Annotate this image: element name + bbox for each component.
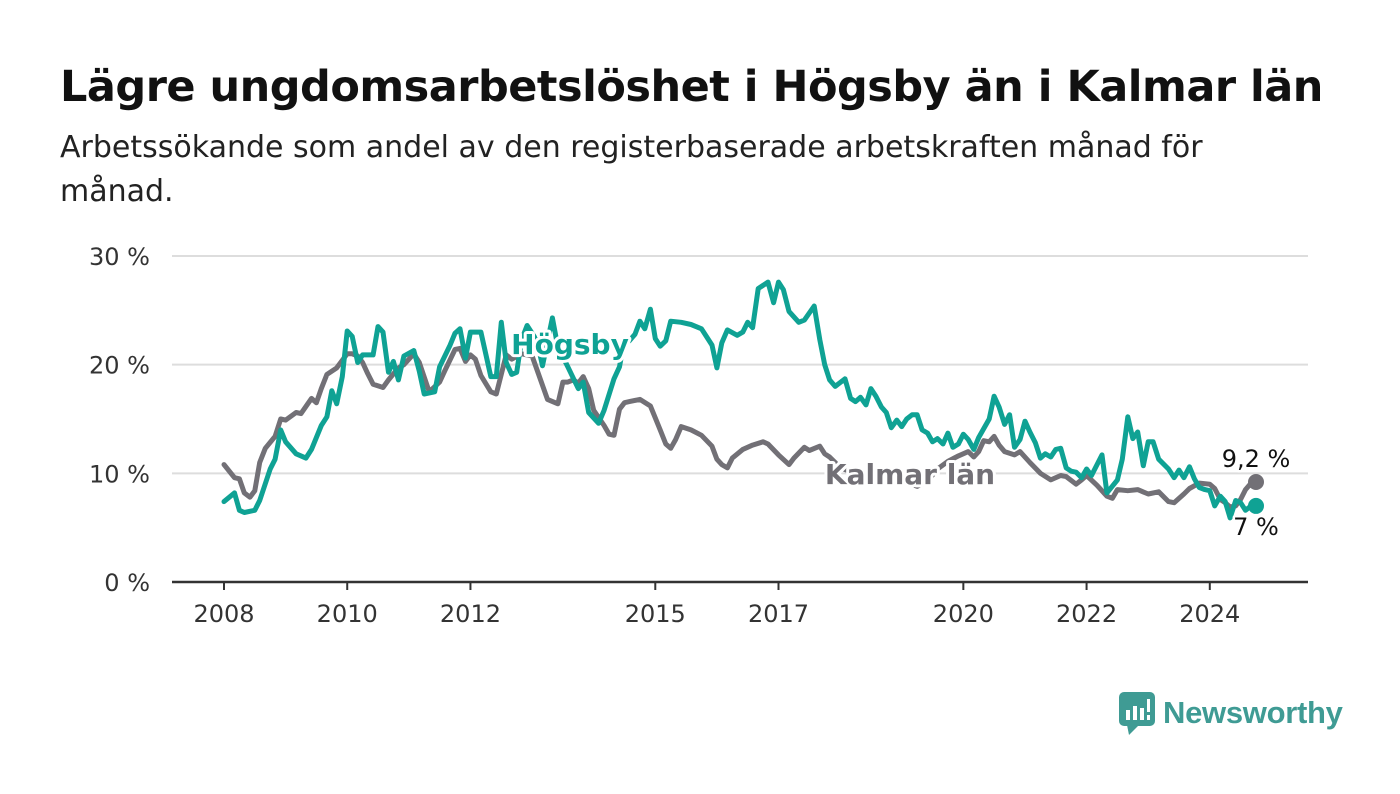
x-tick-label-5: 2020	[933, 600, 994, 628]
x-tick-label-2: 2012	[440, 600, 501, 628]
y-tick-label-2: 20 %	[89, 352, 150, 380]
chart-subtitle: Arbetssökande som andel av den registerb…	[60, 130, 1203, 209]
x-axis-tick-labels: 2008 2010 2012 2015 2017 2020 2022 2024	[193, 582, 1240, 628]
y-tick-label-0: 0 %	[104, 569, 150, 597]
x-tick-label-7: 2024	[1179, 600, 1240, 628]
brand-name: Newsworthy	[1163, 695, 1343, 730]
chart-title: Lägre ungdomsarbetslöshet i Högsby än i …	[60, 62, 1323, 112]
x-tick-label-6: 2022	[1056, 600, 1117, 628]
x-tick-label-1: 2010	[317, 600, 378, 628]
series-end-point-kalmar	[1248, 474, 1264, 491]
series-lines	[221, 279, 1264, 521]
y-axis-tick-labels: 0 % 10 % 20 % 30 %	[89, 243, 150, 597]
series-name-label-kalmar: Kalmar län	[825, 458, 995, 491]
x-tick-label-3: 2015	[625, 600, 686, 628]
series-line-hogsby	[221, 279, 1259, 521]
series-line-kalmar	[221, 345, 1259, 510]
series-end-label-hogsby: 7 %	[1233, 513, 1279, 541]
series-labels: Högsby Kalmar län 7 % 9,2 %	[508, 325, 1293, 544]
series-end-point-hogsby	[1248, 497, 1264, 514]
newsworthy-logo: Newsworthy	[1119, 690, 1343, 736]
series-name-label-hogsby: Högsby	[511, 328, 629, 361]
series-end-label-kalmar: 9,2 %	[1222, 445, 1291, 473]
y-tick-label-1: 10 %	[89, 460, 150, 488]
x-tick-label-0: 2008	[193, 600, 254, 628]
bar-chart-speech-bubble-icon	[1119, 692, 1155, 735]
x-tick-label-4: 2017	[748, 600, 809, 628]
y-tick-label-3: 30 %	[89, 243, 150, 271]
